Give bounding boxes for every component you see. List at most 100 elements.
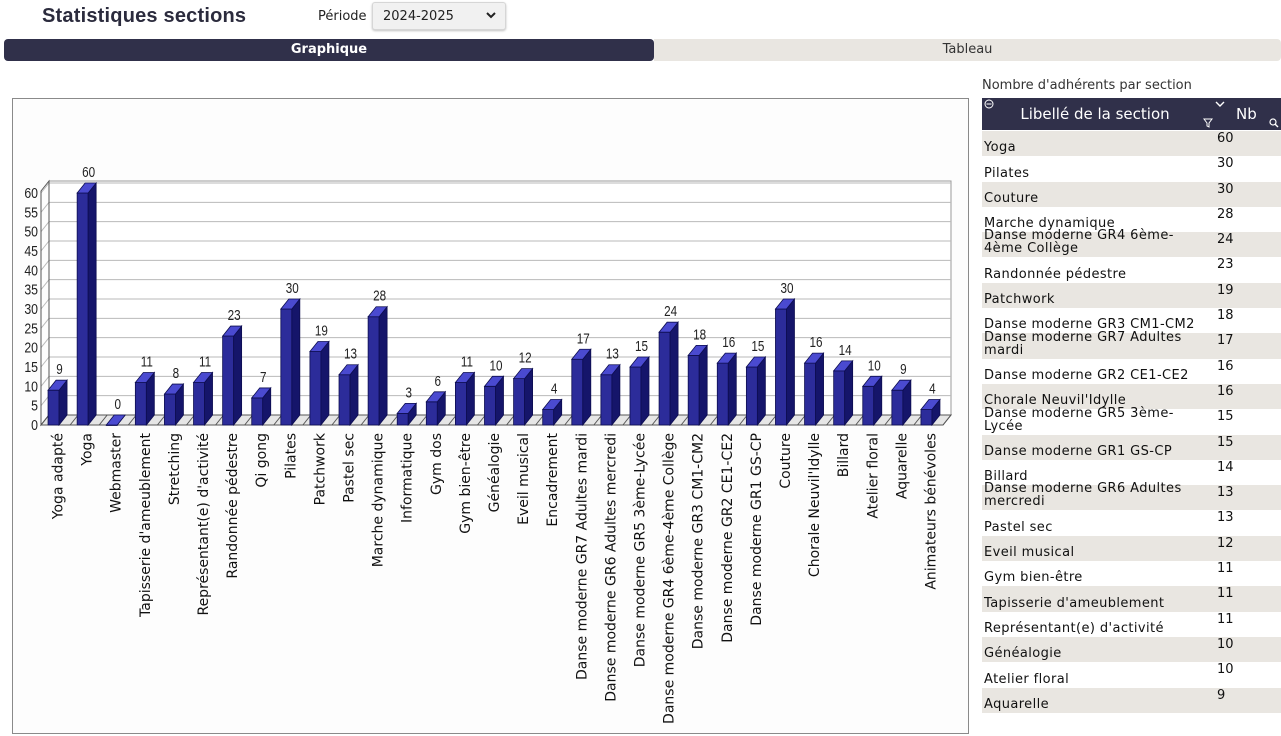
bar-side [640, 355, 650, 427]
x-category-label: Marche dynamique [371, 433, 387, 567]
bar [658, 331, 671, 426]
table-row[interactable]: Billard 14 [982, 459, 1281, 486]
bar-value-label: 4 [551, 380, 558, 397]
x-category-label: Atelier floral [865, 433, 881, 519]
table-row[interactable]: Eveil musical 12 [982, 535, 1281, 562]
x-category-label: Yoga [80, 433, 96, 467]
table-row[interactable]: Danse moderne GR3 CM1-CM2 18 [982, 308, 1281, 334]
gridline-depth [40, 260, 50, 271]
x-category-label: Danse moderne GR6 Adultes mercredi [603, 433, 619, 702]
cell-section-label: Danse moderne GR2 CE1-CE2 [984, 367, 1189, 383]
x-category-label: Billard [836, 433, 852, 477]
x-category-label: Pilates [283, 433, 299, 479]
table-row[interactable]: Pastel sec 13 [982, 510, 1281, 536]
table-row[interactable]: Patchwork 19 [982, 282, 1281, 309]
bar-top [541, 399, 563, 410]
cell-section-label: Couture [984, 190, 1039, 206]
bar-value-label: 10 [489, 357, 502, 374]
table-row[interactable]: Tapisserie d'ameublement 11 [982, 586, 1281, 612]
x-category-label: Informatique [400, 433, 416, 523]
column-header-nb[interactable]: Nb [1236, 105, 1257, 123]
bar-side [815, 351, 824, 427]
bar-top [425, 391, 447, 403]
y-tick-label: 55 [24, 204, 38, 220]
period-select-value: 2024-2025 [383, 9, 454, 24]
gridline-depth [40, 298, 50, 310]
cell-section-label: Danse moderne GR5 3ème-Lycée [984, 405, 1174, 434]
y-tick-label: 40 [24, 262, 38, 278]
x-category-label: Yoga adapté [51, 433, 67, 520]
table-row[interactable]: Danse moderne GR6 Adultes mercredi 13 [982, 482, 1281, 511]
bar-side [320, 340, 330, 427]
cell-section-label: Généalogie [984, 646, 1062, 662]
table-row[interactable]: Danse moderne GR1 GS-CP 15 [982, 434, 1281, 460]
filter-icon[interactable] [1203, 118, 1213, 128]
table-row[interactable]: Atelier floral 10 [982, 662, 1281, 688]
cell-nb: 10 [1217, 636, 1234, 652]
zoom-icon[interactable] [1269, 118, 1279, 128]
bar-top [774, 298, 796, 310]
bar-value-label: 13 [344, 345, 357, 362]
cell-section-label: Pilates [984, 165, 1030, 181]
bar [455, 382, 467, 426]
cell-nb: 12 [1217, 535, 1234, 551]
table-row[interactable]: Généalogie 10 [982, 636, 1281, 663]
cell-nb: 9 [1217, 687, 1226, 703]
bar-value-label: 8 [173, 365, 180, 382]
bar-top [861, 375, 883, 387]
bar [629, 366, 642, 426]
bar-value-label: 17 [577, 330, 590, 347]
tab-graphique[interactable]: Graphique [4, 39, 654, 61]
cell-section-label: Chorale Neuvil'Idylle [984, 393, 1127, 409]
x-category-label: Eveil musical [516, 433, 532, 525]
cell-nb: 10 [1217, 662, 1234, 678]
table-row[interactable]: Randonnée pédestre 23 [982, 257, 1281, 283]
bar [251, 397, 264, 426]
bar-side [727, 351, 737, 427]
gridline-depth [40, 279, 50, 290]
bar [513, 378, 525, 426]
x-category-label: Gym dos [429, 433, 445, 495]
cell-nb: 15 [1217, 409, 1234, 425]
cell-nb: 16 [1217, 358, 1234, 374]
cell-section-label: Atelier floral [984, 671, 1070, 687]
y-tick-label: 35 [24, 282, 38, 298]
cell-section-label: Yoga [984, 140, 1016, 156]
collapse-icon[interactable] [984, 99, 994, 109]
bar [396, 412, 409, 426]
table-row[interactable]: Danse moderne GR5 3ème-Lycée 15 [982, 405, 1281, 435]
bar [134, 382, 147, 426]
page-title: Statistiques sections [42, 5, 247, 27]
period-label: Période [318, 9, 367, 24]
table-row[interactable]: Chorale Neuvil'Idylle 16 [982, 383, 1281, 410]
cell-nb: 28 [1217, 206, 1234, 222]
bar [862, 385, 875, 426]
period-select[interactable]: 2024-2025 [372, 2, 506, 30]
cell-section-label: Pastel sec [984, 519, 1053, 535]
table-row[interactable]: Gym bien-être 11 [982, 561, 1281, 587]
bar-value-label: 11 [199, 353, 211, 370]
table-row[interactable]: Couture 30 [982, 181, 1281, 207]
table-row[interactable]: Danse moderne GR2 CE1-CE2 16 [982, 358, 1281, 384]
x-category-label: Webmaster [109, 433, 125, 513]
bar-top [221, 325, 243, 337]
table-row[interactable]: Marche dynamique 28 [982, 206, 1281, 233]
x-category-label: Encadrement [545, 432, 561, 526]
cell-nb: 30 [1217, 181, 1234, 197]
table-row[interactable]: Yoga 60 [982, 131, 1281, 157]
gridline-depth [40, 240, 50, 252]
table-row[interactable]: Danse moderne GR4 6ème-4ème Collège 24 [982, 229, 1281, 258]
cell-section-label: Danse moderne GR3 CM1-CM2 [984, 317, 1195, 333]
bar [716, 362, 729, 426]
column-header-label[interactable]: Libellé de la section [1020, 105, 1170, 123]
bar [193, 382, 205, 426]
tab-tableau[interactable]: Tableau [654, 39, 1281, 61]
table-row[interactable]: Danse moderne GR7 Adultes mardi 17 [982, 331, 1281, 359]
table-row[interactable]: Pilates 30 [982, 156, 1281, 182]
table-row[interactable]: Aquarelle 9 [982, 687, 1281, 713]
bar [76, 192, 89, 426]
table-row[interactable]: Représentant(e) d'activité 11 [982, 611, 1281, 637]
sort-down-icon[interactable] [1215, 99, 1225, 109]
bar-value-label: 0 [114, 396, 121, 413]
